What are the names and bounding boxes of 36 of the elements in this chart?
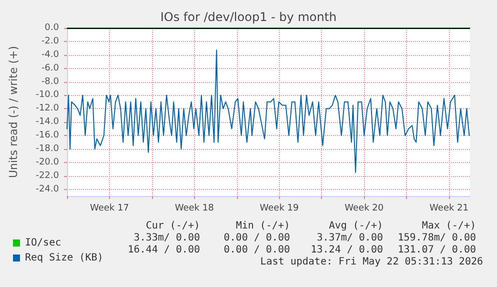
y-tick-label: -8.0 <box>41 76 60 87</box>
line-series <box>66 50 470 173</box>
text: 0.00 / 0.00 <box>224 232 290 244</box>
text: 131.07 / 0.00 <box>398 244 476 256</box>
text: 3.33m/ 0.00 <box>134 232 200 244</box>
y-tick-label: -24.0 <box>36 184 60 194</box>
y-tick-label: -22.0 <box>36 170 60 181</box>
text: 16.44 / 0.00 <box>128 244 200 256</box>
text: 0.00 / 0.00 <box>224 244 290 256</box>
y-tick-label: -16.0 <box>36 130 60 141</box>
text: 3.37m/ 0.00 <box>316 232 383 244</box>
text: Cur (-/+) <box>146 220 200 232</box>
x-tick-label: Week 21 <box>430 204 469 214</box>
y-tick-label: -20.0 <box>36 157 60 168</box>
text: Last update: Fri May 22 05:31:13 2026 <box>260 256 484 268</box>
y-tick-label: -6.0 <box>41 63 60 74</box>
x-tick-label: Week 18 <box>174 204 214 214</box>
text: Avg (-/+) <box>328 220 383 232</box>
text: 13.24 / 0.00 <box>310 244 383 256</box>
y-axis-title: Units read (-) / write (+) <box>7 46 20 178</box>
text: Max (-/+) <box>422 220 476 232</box>
y-tick-label: -18.0 <box>36 144 60 154</box>
chart-title: IOs for /dev/loop1 - by month <box>160 10 337 24</box>
text: 159.78m/ 0.00 <box>398 232 476 244</box>
legend-label: Req Size (KB) <box>25 252 104 264</box>
x-tick-label: Week 20 <box>344 204 384 214</box>
y-tick-label: 0.0 <box>44 23 60 33</box>
y-tick-label: -2.0 <box>41 36 60 46</box>
x-tick-label: Week 19 <box>260 204 299 214</box>
y-tick-label: -4.0 <box>41 50 60 60</box>
legend-label: IO/sec <box>25 238 62 248</box>
y-tick-label: -10.0 <box>36 90 60 100</box>
y-tick-label: -14.0 <box>36 117 60 128</box>
text: Min (-/+) <box>236 220 290 232</box>
y-tick-label: -12.0 <box>36 104 60 114</box>
x-tick-label: Week 17 <box>90 204 129 214</box>
